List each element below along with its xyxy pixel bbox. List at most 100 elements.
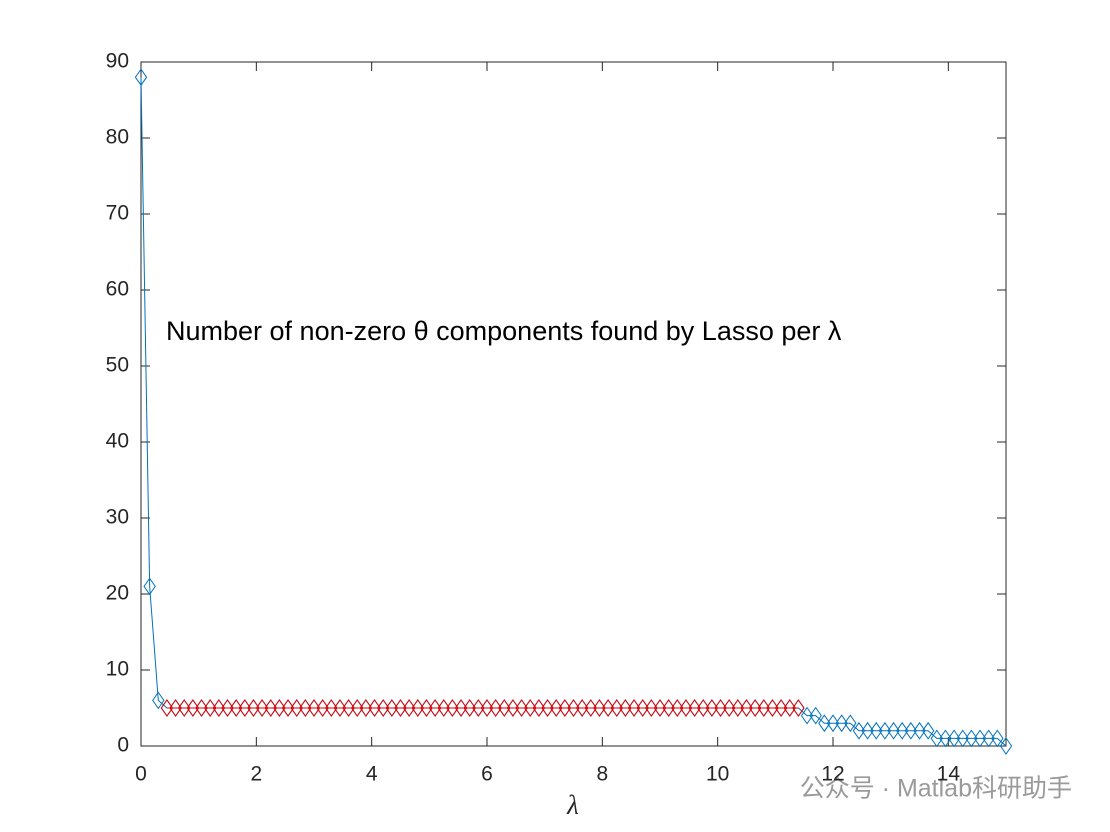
marker — [299, 699, 312, 717]
marker — [671, 699, 684, 717]
marker — [264, 699, 277, 717]
marker — [532, 699, 546, 717]
marker — [333, 699, 347, 717]
marker — [818, 714, 831, 733]
marker — [930, 729, 944, 748]
marker — [645, 699, 658, 717]
marker — [385, 699, 399, 717]
marker — [549, 699, 563, 717]
marker — [826, 714, 840, 733]
marker — [766, 699, 779, 717]
marker — [351, 699, 364, 717]
marker — [757, 699, 771, 717]
marker — [325, 699, 338, 717]
marker — [290, 699, 303, 717]
y-tick-label: 0 — [117, 734, 129, 757]
marker — [697, 699, 710, 717]
marker — [913, 721, 926, 740]
marker — [593, 699, 606, 717]
x-tick-label: 0 — [135, 763, 147, 786]
marker — [134, 68, 148, 87]
axes-box — [140, 61, 1007, 747]
marker — [774, 699, 788, 717]
marker — [402, 699, 416, 717]
marker — [973, 729, 987, 748]
marker — [541, 699, 554, 717]
y-tick-label: 70 — [106, 202, 129, 225]
marker — [887, 721, 900, 740]
marker — [186, 699, 200, 717]
y-tick-label: 30 — [106, 506, 129, 529]
x-tick-label: 8 — [596, 763, 608, 786]
marker — [420, 699, 433, 717]
marker — [662, 699, 675, 717]
y-tick-label: 10 — [106, 658, 129, 681]
marker — [584, 699, 598, 717]
marker — [965, 729, 978, 748]
marker — [619, 699, 632, 717]
marker — [947, 729, 961, 748]
x-tick-label: 12 — [821, 763, 844, 786]
marker — [558, 699, 572, 717]
marker — [238, 699, 252, 717]
marker — [316, 699, 329, 717]
marker — [679, 699, 693, 717]
marker — [212, 699, 226, 717]
marker — [567, 699, 580, 717]
y-tick-label: 20 — [106, 582, 129, 605]
marker — [221, 699, 234, 717]
marker — [740, 699, 753, 717]
marker — [870, 721, 883, 740]
marker — [307, 699, 321, 717]
marker — [722, 699, 736, 717]
marker — [956, 729, 969, 748]
marker — [498, 699, 511, 717]
marker — [203, 699, 217, 717]
marker — [143, 577, 156, 596]
x-axis-label: λ — [566, 790, 579, 820]
marker — [394, 699, 407, 717]
marker — [800, 706, 814, 725]
marker — [844, 714, 857, 733]
marker — [999, 737, 1013, 755]
marker — [359, 699, 373, 717]
x-tick-label: 6 — [481, 763, 493, 786]
marker — [411, 699, 425, 717]
marker — [273, 699, 286, 717]
marker — [852, 721, 866, 740]
marker — [783, 699, 796, 717]
marker — [368, 699, 381, 717]
marker — [904, 721, 918, 740]
marker — [809, 706, 822, 725]
marker — [489, 699, 502, 717]
marker — [610, 699, 623, 717]
marker — [861, 721, 874, 740]
marker — [437, 699, 450, 717]
marker — [342, 699, 355, 717]
marker — [515, 699, 528, 717]
marker — [463, 699, 476, 717]
marker — [428, 699, 442, 717]
marker — [895, 721, 909, 740]
annotation: Number of non-zero θ components found by… — [166, 316, 842, 346]
x-tick-label: 14 — [937, 763, 961, 786]
watermark: 公众号 · Matlab科研助手 — [800, 775, 1072, 803]
x-tick-label: 4 — [366, 763, 378, 786]
marker — [446, 699, 459, 717]
marker — [376, 699, 390, 717]
marker — [748, 699, 762, 717]
marker — [506, 699, 520, 717]
marker — [991, 729, 1004, 748]
marker — [480, 699, 494, 717]
marker — [688, 699, 701, 717]
marker — [524, 699, 537, 717]
marker — [255, 699, 269, 717]
marker — [714, 699, 727, 717]
marker — [653, 699, 667, 717]
y-tick-label: 60 — [106, 278, 129, 301]
y-tick-label: 90 — [106, 50, 129, 73]
marker — [472, 699, 485, 717]
marker — [705, 699, 719, 717]
marker — [731, 699, 745, 717]
